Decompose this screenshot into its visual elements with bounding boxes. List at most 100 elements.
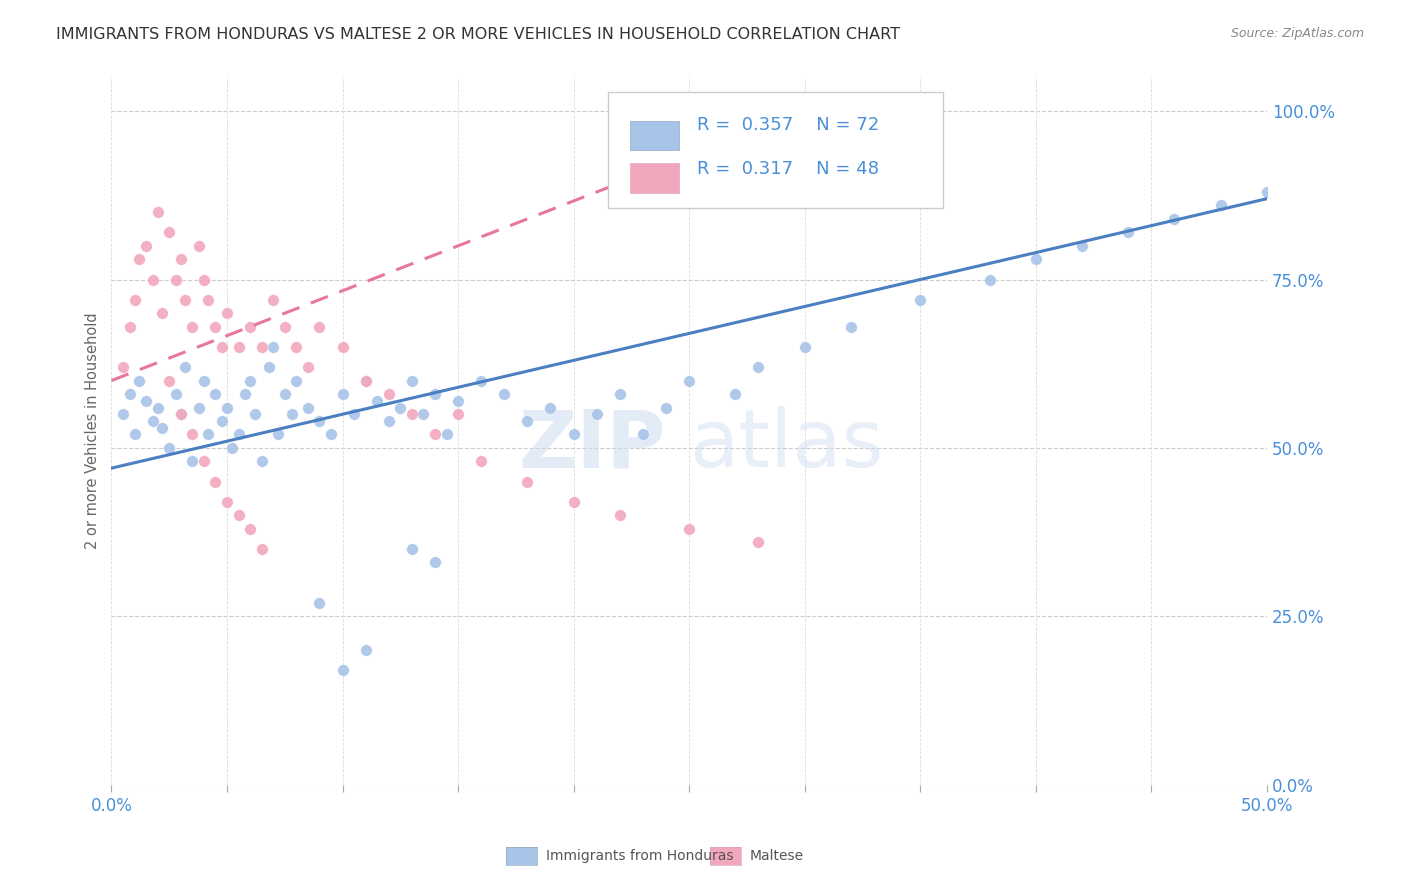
Point xyxy=(401,541,423,556)
Point xyxy=(470,454,492,468)
Point xyxy=(239,319,262,334)
Point xyxy=(332,387,354,401)
Point xyxy=(181,427,204,442)
Point xyxy=(274,319,297,334)
Point xyxy=(170,407,193,421)
Point xyxy=(1071,239,1094,253)
Point xyxy=(211,340,233,354)
FancyBboxPatch shape xyxy=(630,163,679,193)
Point xyxy=(436,427,458,442)
Point xyxy=(401,407,423,421)
Point xyxy=(150,306,173,320)
Point xyxy=(111,407,134,421)
Point xyxy=(181,319,204,334)
Text: Source: ZipAtlas.com: Source: ZipAtlas.com xyxy=(1230,27,1364,40)
Point xyxy=(793,340,815,354)
Point xyxy=(262,340,284,354)
Point xyxy=(165,387,187,401)
Point xyxy=(250,454,273,468)
Point xyxy=(135,393,157,408)
Point xyxy=(211,414,233,428)
Point xyxy=(562,495,585,509)
Text: R =  0.357    N = 72: R = 0.357 N = 72 xyxy=(697,116,880,134)
Point xyxy=(157,226,180,240)
Point xyxy=(724,387,747,401)
Point xyxy=(389,401,412,415)
Point xyxy=(332,340,354,354)
Point xyxy=(228,340,250,354)
Point xyxy=(562,427,585,442)
Point xyxy=(447,393,470,408)
Point xyxy=(170,407,193,421)
Text: Maltese: Maltese xyxy=(749,849,803,863)
Text: IMMIGRANTS FROM HONDURAS VS MALTESE 2 OR MORE VEHICLES IN HOUSEHOLD CORRELATION : IMMIGRANTS FROM HONDURAS VS MALTESE 2 OR… xyxy=(56,27,900,42)
Point xyxy=(235,387,257,401)
Point xyxy=(470,374,492,388)
Point xyxy=(197,293,219,307)
Point xyxy=(204,387,226,401)
Point xyxy=(354,643,377,657)
Text: ZIP: ZIP xyxy=(519,406,666,484)
Point xyxy=(839,319,862,334)
Point xyxy=(655,401,678,415)
Y-axis label: 2 or more Vehicles in Household: 2 or more Vehicles in Household xyxy=(86,313,100,549)
Point xyxy=(631,427,654,442)
Point xyxy=(239,374,262,388)
Point xyxy=(193,272,215,286)
Point xyxy=(366,393,388,408)
Point xyxy=(1025,252,1047,267)
Point xyxy=(494,387,516,401)
Point xyxy=(228,508,250,523)
Point xyxy=(297,401,319,415)
Point xyxy=(228,427,250,442)
Point xyxy=(204,475,226,489)
Point xyxy=(343,407,366,421)
Point xyxy=(354,374,377,388)
Point xyxy=(516,475,538,489)
Point xyxy=(285,374,308,388)
Point xyxy=(280,407,302,421)
Point xyxy=(609,508,631,523)
Point xyxy=(243,407,266,421)
Point xyxy=(910,293,932,307)
Point xyxy=(188,239,211,253)
Text: atlas: atlas xyxy=(689,406,883,484)
Point xyxy=(332,663,354,677)
Point xyxy=(170,252,193,267)
Point xyxy=(124,427,146,442)
Point xyxy=(188,401,211,415)
Point xyxy=(1163,211,1185,226)
Point xyxy=(150,421,173,435)
Point xyxy=(124,293,146,307)
Point xyxy=(262,293,284,307)
Point xyxy=(157,441,180,455)
Point xyxy=(297,360,319,375)
Point xyxy=(135,239,157,253)
Point xyxy=(516,414,538,428)
Point xyxy=(267,427,290,442)
Point xyxy=(747,360,769,375)
Point xyxy=(377,387,399,401)
Point xyxy=(146,205,169,219)
Point xyxy=(401,374,423,388)
Point xyxy=(747,535,769,549)
Point xyxy=(308,414,330,428)
Point xyxy=(142,414,165,428)
Point xyxy=(174,360,197,375)
Point xyxy=(678,374,700,388)
Point xyxy=(540,401,562,415)
Point xyxy=(678,522,700,536)
Point xyxy=(585,407,607,421)
Point xyxy=(257,360,280,375)
Point xyxy=(447,407,470,421)
Point xyxy=(423,556,446,570)
Point xyxy=(423,427,446,442)
Point xyxy=(128,252,150,267)
Point xyxy=(193,454,215,468)
Point xyxy=(308,596,330,610)
Point xyxy=(146,401,169,415)
Text: Immigrants from Honduras: Immigrants from Honduras xyxy=(546,849,733,863)
FancyBboxPatch shape xyxy=(630,120,679,151)
Point xyxy=(142,272,165,286)
Point xyxy=(609,387,631,401)
